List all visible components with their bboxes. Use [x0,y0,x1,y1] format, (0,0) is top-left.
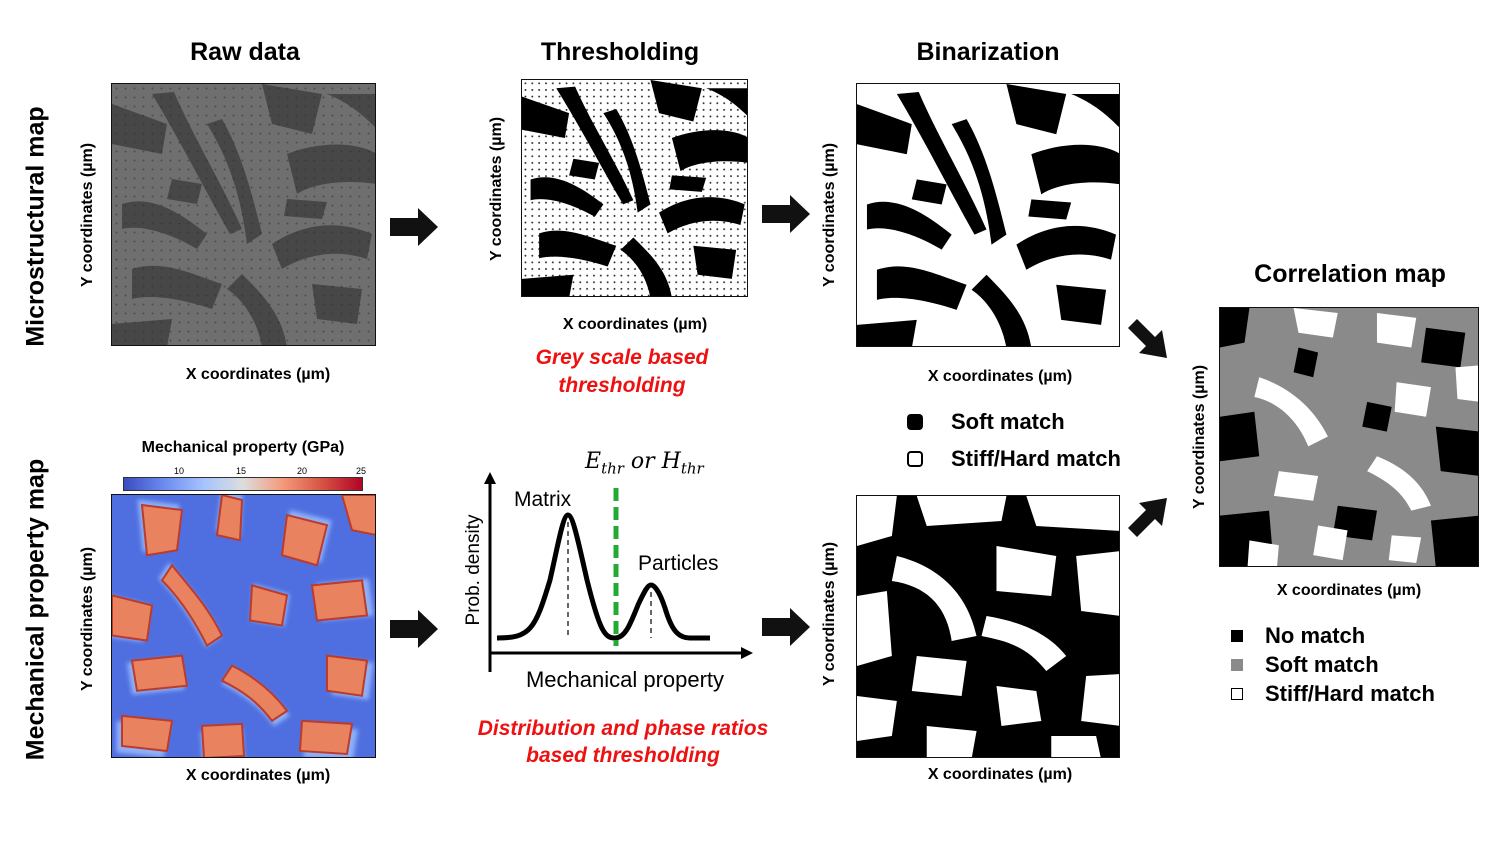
raw-micro-x-label: X coordinates (µm) [185,366,331,383]
arrow-right-icon [762,193,812,235]
arrow-right-icon [762,606,812,648]
distribution-diagram [455,450,755,685]
distribution-y-label: Prob. density [463,514,484,626]
correlation-map [1219,307,1479,567]
corr-y-label: Y coordinates (µm) [1191,364,1208,510]
binar-legend-soft: Soft match [907,409,1065,435]
col-title-raw: Raw data [190,38,300,66]
arrow-up-right-icon [1123,492,1173,542]
binar-micro-y-label: Y coordinates (µm) [821,142,838,288]
black-square-icon [1231,630,1243,642]
col-title-correlation: Correlation map [1254,260,1446,288]
binar-mech-x-label: X coordinates (µm) [927,766,1073,783]
corr-legend-none: No match [1231,623,1365,649]
colorbar-tick-20: 20 [297,466,308,476]
threshold-y-label: Y coordinates (µm) [488,116,505,262]
arrow-right-icon [390,608,440,650]
distribution-note-line1: Distribution and phase ratios [477,717,769,740]
mechanical-property-map [111,494,376,758]
binarized-micro-map [856,83,1120,347]
col-title-binarization: Binarization [916,38,1060,66]
row-title-micro: Microstructural map [21,106,50,347]
corr-x-label: X coordinates (µm) [1276,582,1422,599]
colorbar-tick-15: 15 [236,466,247,476]
grey-scale-note-line1: Grey scale based [535,346,709,369]
row-title-mech: Mechanical property map [21,458,50,761]
mech-raw-y-label: Y coordinates (µm) [79,546,96,692]
peak-label-matrix: Matrix [514,488,572,511]
arrow-right-icon [390,206,440,248]
colorbar [123,477,363,491]
threshold-x-label: X coordinates (µm) [562,316,708,333]
mech-raw-x-label: X coordinates (µm) [185,767,331,784]
col-title-thresholding: Thresholding [540,38,700,66]
colorbar-tick-25: 25 [356,466,367,476]
grey-scale-note-line2: thresholding [558,374,686,397]
raw-microstructure-map [111,83,376,346]
distribution-x-label: Mechanical property [525,667,725,692]
grey-square-icon [1231,659,1243,671]
corr-legend-stiff: Stiff/Hard match [1231,681,1435,707]
black-rounded-square-icon [907,414,923,430]
arrow-down-right-icon [1123,314,1173,364]
threshold-label: Ethr or Hthr [585,449,704,478]
colorbar-tick-10: 10 [174,466,185,476]
raw-micro-y-label: Y coordinates (µm) [79,142,96,288]
white-rounded-square-icon [907,451,923,467]
binar-mech-y-label: Y coordinates (µm) [821,541,838,687]
white-square-icon [1231,688,1243,700]
corr-legend-soft: Soft match [1231,652,1379,678]
distribution-note-line2: based thresholding [526,744,720,767]
binar-legend-stiff: Stiff/Hard match [907,446,1121,472]
threshold-map [521,79,748,297]
peak-label-particles: Particles [638,552,719,575]
colorbar-title: Mechanical property (GPa) [141,439,345,456]
binar-micro-x-label: X coordinates (µm) [927,368,1073,385]
binarized-mech-map [856,495,1120,758]
